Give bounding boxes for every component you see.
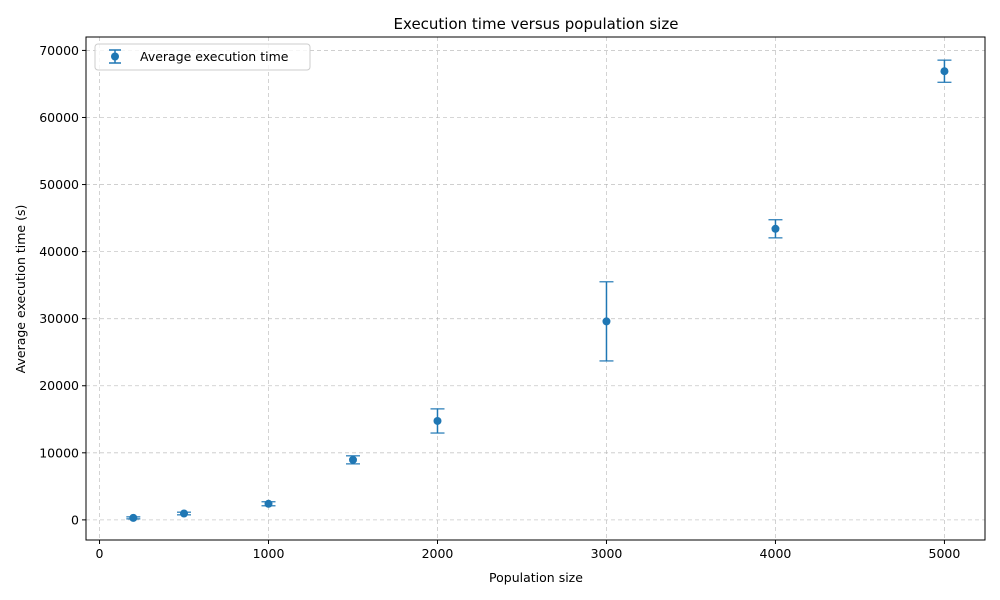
- data-point: [771, 224, 780, 233]
- y-tick-label: 70000: [39, 43, 79, 58]
- y-tick-label: 0: [71, 512, 79, 527]
- grid-lines: [86, 37, 985, 540]
- x-tick-label: 0: [96, 546, 104, 561]
- x-tick-label: 1000: [253, 546, 285, 561]
- legend-marker: [111, 52, 119, 61]
- data-point: [129, 513, 138, 522]
- y-tick-label: 20000: [39, 378, 79, 393]
- x-tick-label: 5000: [929, 546, 961, 561]
- data-point: [180, 509, 189, 518]
- data-point: [264, 499, 273, 508]
- legend: Average execution time: [94, 43, 311, 71]
- x-ticks: 0 1000 2000 3000 4000 5000: [96, 540, 961, 561]
- y-axis-label: Average execution time (s): [13, 205, 28, 374]
- x-tick-label: 3000: [591, 546, 623, 561]
- y-tick-label: 50000: [39, 177, 79, 192]
- data-point: [433, 416, 442, 425]
- x-tick-label: 4000: [760, 546, 792, 561]
- x-tick-label: 2000: [422, 546, 454, 561]
- y-tick-label: 60000: [39, 110, 79, 125]
- series-layer: [126, 59, 952, 522]
- legend-box: [94, 43, 311, 71]
- x-axis-label: Population size: [489, 570, 583, 585]
- legend-label: Average execution time: [140, 49, 289, 64]
- data-point: [602, 317, 611, 326]
- chart-title: Execution time versus population size: [394, 15, 679, 33]
- y-tick-label: 40000: [39, 244, 79, 259]
- data-point: [940, 67, 949, 76]
- plot-area: [85, 36, 986, 541]
- y-ticks: 0 10000 20000 30000 40000 50000 60000 70000: [39, 43, 86, 527]
- data-point: [348, 455, 357, 464]
- y-tick-label: 10000: [39, 445, 79, 460]
- y-tick-label: 30000: [39, 311, 79, 326]
